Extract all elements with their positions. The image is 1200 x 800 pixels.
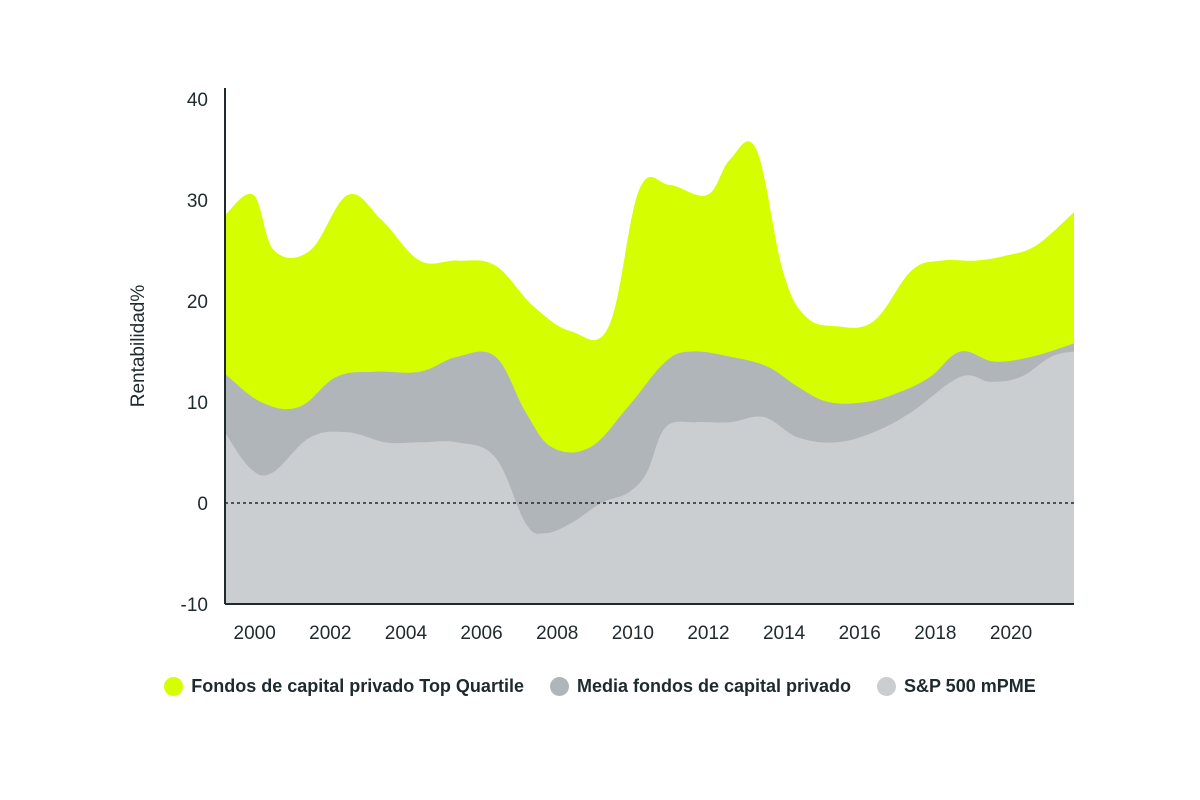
legend-swatch-sp500-mpme [877, 677, 896, 696]
legend-item-top-quartile: Fondos de capital privado Top Quartile [164, 676, 524, 697]
y-tick-label: 10 [187, 393, 208, 414]
y-tick-label: 20 [187, 292, 208, 313]
legend: Fondos de capital privado Top Quartile M… [0, 676, 1200, 697]
x-tick-label: 2020 [990, 623, 1032, 644]
x-tick-label: 2016 [839, 623, 881, 644]
x-tick-label: 2008 [536, 623, 578, 644]
legend-label-top-quartile: Fondos de capital privado Top Quartile [191, 676, 524, 696]
legend-label-media-fondos: Media fondos de capital privado [576, 676, 851, 696]
legend-swatch-media-fondos [549, 677, 569, 696]
y-tick-labels: 40 30 20 10 0 -10 [181, 90, 208, 616]
legend-label-sp500-mpme: S&P 500 mPME [904, 676, 1036, 696]
x-tick-label: 2010 [612, 623, 654, 644]
x-tick-labels: 2000 2002 2004 2006 2008 2010 2012 2014 2016 2018… [234, 623, 1033, 644]
y-tick-label: 40 [187, 90, 208, 111]
x-tick-label: 2002 [309, 623, 351, 644]
x-tick-label: 2018 [914, 623, 956, 644]
y-tick-label: 30 [187, 191, 208, 212]
y-tick-label: -10 [181, 595, 208, 616]
x-tick-label: 2012 [687, 623, 729, 644]
legend-item-sp500-mpme: S&P 500 mPME [877, 676, 1036, 697]
area-sp500-mpme [225, 351, 1074, 604]
x-tick-label: 2004 [385, 623, 428, 644]
y-axis-label: Rentabilidad% [128, 285, 149, 408]
x-tick-label: 2006 [460, 623, 502, 644]
x-tick-label: 2014 [763, 623, 806, 644]
area-series-group [225, 141, 1074, 604]
legend-item-media-fondos: Media fondos de capital privado [549, 676, 851, 697]
legend-swatch-top-quartile [164, 677, 184, 696]
y-tick-label: 0 [197, 494, 208, 515]
x-tick-label: 2000 [234, 623, 276, 644]
